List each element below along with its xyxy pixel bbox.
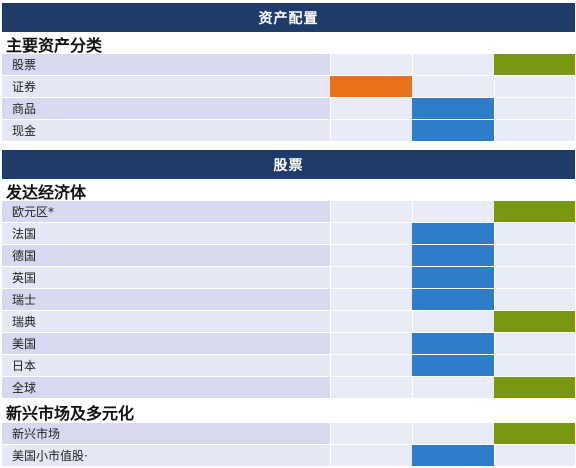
allocation-bar-neutral — [412, 355, 494, 376]
section-header-asset-allocation: 资产配置 — [2, 3, 575, 32]
allocation-bar-area — [330, 377, 575, 398]
grid-cell — [494, 223, 575, 244]
allocation-bar-overweight — [494, 54, 575, 75]
grid-cell — [494, 333, 575, 354]
allocation-bar-area — [330, 54, 575, 75]
row-label: 瑞士 — [2, 289, 330, 310]
allocation-bar-neutral — [412, 267, 494, 288]
allocation-bar-overweight — [494, 423, 575, 444]
group-title-major-asset-classes: 主要资产分类 — [6, 36, 103, 55]
row-label: 美国小市值股· — [2, 445, 330, 466]
grid-cell — [412, 201, 493, 222]
row-label: 欧元区* — [2, 201, 330, 222]
allocation-bar-area — [330, 223, 575, 244]
table-row: 商品 — [2, 98, 575, 119]
row-label: 全球 — [2, 377, 330, 398]
row-label: 商品 — [2, 98, 330, 119]
table-row: 瑞士 — [2, 289, 575, 310]
grid-cell — [330, 98, 411, 119]
allocation-bar-overweight — [494, 311, 575, 332]
section-header-equities: 股票 — [2, 150, 575, 179]
allocation-bar-area — [330, 289, 575, 310]
grid-cell — [494, 445, 575, 466]
allocation-bar-area — [330, 423, 575, 444]
table-row: 英国 — [2, 267, 575, 288]
grid-cell — [330, 201, 411, 222]
row-label: 证券 — [2, 76, 330, 97]
allocation-bar-neutral — [412, 223, 494, 244]
table-row: 美国 — [2, 333, 575, 354]
table-row: 日本 — [2, 355, 575, 376]
allocation-bar-area — [330, 445, 575, 466]
grid-cell — [412, 311, 493, 332]
grid-cell — [330, 423, 411, 444]
grid-cell — [330, 333, 411, 354]
grid-cell — [494, 245, 575, 266]
table-row: 法国 — [2, 223, 575, 244]
grid-cell — [494, 355, 575, 376]
row-label: 新兴市场 — [2, 423, 330, 444]
table-row: 新兴市场 — [2, 423, 575, 444]
table-row: 现金 — [2, 120, 575, 141]
allocation-bar-area — [330, 355, 575, 376]
grid-cell — [330, 377, 411, 398]
row-label: 英国 — [2, 267, 330, 288]
grid-cell — [494, 120, 575, 141]
grid-cell — [330, 355, 411, 376]
allocation-bar-overweight — [494, 201, 575, 222]
grid-cell — [494, 98, 575, 119]
row-label: 德国 — [2, 245, 330, 266]
table-row: 全球 — [2, 377, 575, 398]
allocation-bar-area — [330, 76, 575, 97]
allocation-bar-neutral — [412, 333, 494, 354]
allocation-bar-area — [330, 245, 575, 266]
grid-cell — [412, 377, 493, 398]
allocation-bar-area — [330, 267, 575, 288]
grid-cell — [412, 423, 493, 444]
grid-cell — [330, 445, 411, 466]
grid-cell — [330, 120, 411, 141]
allocation-bar-overweight — [494, 377, 575, 398]
allocation-bar-area — [330, 333, 575, 354]
grid-cell — [412, 54, 493, 75]
row-label: 法国 — [2, 223, 330, 244]
grid-cell — [330, 54, 411, 75]
allocation-bar-neutral — [412, 289, 494, 310]
row-label: 日本 — [2, 355, 330, 376]
allocation-bar-underweight — [330, 76, 412, 97]
grid-cell — [494, 76, 575, 97]
table-row: 证券 — [2, 76, 575, 97]
group-title-developed-economies: 发达经济体 — [6, 183, 87, 202]
row-label: 现金 — [2, 120, 330, 141]
grid-cell — [330, 267, 411, 288]
grid-cell — [494, 289, 575, 310]
grid-cell — [330, 245, 411, 266]
row-label: 股票 — [2, 54, 330, 75]
allocation-bar-area — [330, 98, 575, 119]
table-row: 美国小市值股· — [2, 445, 575, 466]
table-row: 德国 — [2, 245, 575, 266]
allocation-bar-neutral — [412, 445, 494, 466]
row-label: 美国 — [2, 333, 330, 354]
grid-cell — [330, 223, 411, 244]
row-label: 瑞典 — [2, 311, 330, 332]
allocation-bar-area — [330, 201, 575, 222]
table-row: 瑞典 — [2, 311, 575, 332]
grid-cell — [330, 311, 411, 332]
grid-cell — [330, 289, 411, 310]
table-row: 股票 — [2, 54, 575, 75]
table-row: 欧元区* — [2, 201, 575, 222]
allocation-bar-area — [330, 120, 575, 141]
grid-cell — [494, 267, 575, 288]
grid-cell — [412, 76, 493, 97]
allocation-bar-neutral — [412, 245, 494, 266]
allocation-bar-area — [330, 311, 575, 332]
group-title-emerging-markets: 新兴市场及多元化 — [6, 404, 135, 423]
allocation-bar-neutral — [412, 120, 494, 141]
allocation-bar-neutral — [412, 98, 494, 119]
